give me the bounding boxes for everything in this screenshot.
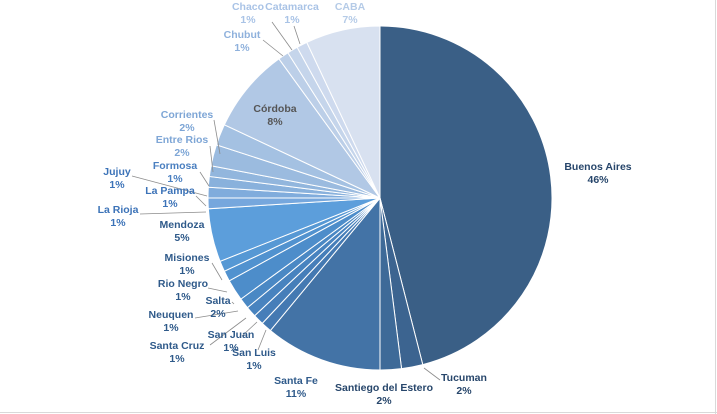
leader-line-tucuman bbox=[423, 367, 441, 381]
category-label: CABA bbox=[335, 1, 366, 13]
category-label: La Rioja bbox=[98, 204, 139, 216]
category-label: San Luis bbox=[232, 347, 276, 359]
percent-label: 1% bbox=[163, 322, 179, 334]
data-label-santa-cruz: Santa Cruz 1% bbox=[150, 340, 205, 365]
percent-label: 1% bbox=[162, 198, 178, 210]
slice-buenos-aires bbox=[379, 25, 553, 366]
data-label-la-pampa: La Pampa 1% bbox=[145, 185, 195, 210]
category-label: Córdoba bbox=[253, 103, 296, 115]
leader-line-jujuy bbox=[131, 175, 208, 197]
category-label: Santa Fe bbox=[274, 375, 318, 387]
leader-line-catamarca bbox=[293, 25, 301, 45]
leader-line-corrientes bbox=[213, 119, 221, 155]
category-label: Neuquen bbox=[149, 309, 194, 321]
category-label: Buenos Aires bbox=[564, 161, 631, 173]
data-labels: Buenos Aires 46%Tucuman 2%Santiego del Est… bbox=[98, 1, 632, 407]
data-label-santa-fe: Santa Fe 11% bbox=[274, 375, 318, 400]
leader-line-misiones bbox=[211, 262, 223, 281]
leader-line-san-luis bbox=[257, 329, 267, 351]
data-label-buenos-aires: Buenos Aires 46% bbox=[564, 161, 631, 186]
leader-line-salta bbox=[231, 301, 235, 305]
slice-caba bbox=[306, 25, 381, 199]
leader-line-formosa bbox=[199, 171, 210, 187]
data-label-santiego-del-estero: Santiego del Estero 2% bbox=[335, 382, 433, 407]
data-label-catamarca: Catamarca 1% bbox=[265, 1, 319, 26]
category-label: Jujuy bbox=[103, 166, 131, 178]
percent-label: 5% bbox=[174, 232, 190, 244]
data-label-la-rioja: La Rioja 1% bbox=[98, 204, 139, 229]
data-label-salta: Salta 2% bbox=[205, 295, 230, 320]
data-label-tucuman: Tucuman 2% bbox=[441, 372, 487, 397]
data-label-entre-rios: Entre Rios 2% bbox=[156, 134, 209, 159]
leader-lines bbox=[131, 21, 441, 381]
data-label-jujuy: Jujuy 1% bbox=[103, 166, 131, 191]
category-label: Mendoza bbox=[160, 219, 205, 231]
leader-line-santa-cruz bbox=[209, 317, 247, 346]
category-label: Chubut bbox=[224, 29, 261, 41]
percent-label: 1% bbox=[110, 217, 126, 229]
percent-label: 1% bbox=[179, 265, 195, 277]
percent-label: 1% bbox=[169, 353, 185, 365]
category-label: Corrientes bbox=[161, 109, 214, 121]
percent-label: 7% bbox=[342, 14, 358, 26]
percent-label: 1% bbox=[109, 179, 125, 191]
category-label: Santiego del Estero bbox=[335, 382, 433, 394]
data-label-san-luis: San Luis 1% bbox=[232, 347, 276, 372]
leader-line-la-rioja bbox=[139, 211, 207, 215]
leader-line-rio-negro bbox=[207, 287, 228, 293]
category-label: Salta bbox=[205, 295, 230, 307]
leader-line-la-pampa bbox=[195, 195, 207, 207]
category-label: Chaco bbox=[232, 1, 264, 13]
percent-label: 2% bbox=[210, 308, 226, 320]
leader-line-chubut bbox=[262, 39, 284, 57]
percent-label: 1% bbox=[167, 173, 183, 185]
percent-label: 11% bbox=[286, 388, 307, 400]
percent-label: 1% bbox=[175, 291, 191, 303]
percent-label: 1% bbox=[234, 42, 250, 54]
category-label: Rio Negro bbox=[158, 278, 208, 290]
data-label-formosa: Formosa 1% bbox=[153, 160, 198, 185]
pie-slices bbox=[207, 25, 553, 371]
percent-label: 1% bbox=[223, 342, 239, 354]
percent-label: 2% bbox=[376, 395, 392, 407]
data-label-misiones: Misiones 1% bbox=[165, 252, 210, 277]
category-label: Catamarca bbox=[265, 1, 319, 13]
percent-label: 8% bbox=[267, 116, 283, 128]
percent-label: 46% bbox=[587, 174, 609, 186]
category-label: La Pampa bbox=[145, 185, 195, 197]
percent-label: 2% bbox=[174, 147, 190, 159]
category-label: Misiones bbox=[165, 252, 210, 264]
data-label-corrientes: Corrientes 2% bbox=[161, 109, 214, 134]
data-label-chaco: Chaco 1% bbox=[232, 1, 264, 26]
data-label-neuquen: Neuquen 1% bbox=[149, 309, 194, 334]
data-label-mendoza: Mendoza 5% bbox=[160, 219, 205, 244]
slice-santa-fe bbox=[269, 196, 381, 371]
leader-line-san-juan bbox=[241, 321, 258, 337]
data-label-rio-negro: Rio Negro 1% bbox=[158, 278, 208, 303]
leader-line-entre-rios bbox=[209, 145, 214, 173]
data-label-san-juan: San Juan 1% bbox=[208, 329, 255, 354]
data-label-chubut: Chubut 1% bbox=[224, 29, 261, 54]
percent-label: 1% bbox=[284, 14, 300, 26]
category-label: San Juan bbox=[208, 329, 255, 341]
category-label: Entre Rios bbox=[156, 134, 209, 146]
category-label: Tucuman bbox=[441, 372, 487, 384]
leader-line-chaco bbox=[271, 21, 293, 51]
percent-label: 2% bbox=[456, 385, 472, 397]
percent-label: 2% bbox=[179, 122, 195, 134]
data-label-caba: CABA 7% bbox=[335, 1, 366, 26]
data-label-cordoba: Córdoba 8% bbox=[253, 103, 296, 128]
percent-label: 1% bbox=[246, 360, 262, 372]
percent-label: 1% bbox=[240, 14, 256, 26]
category-label: Santa Cruz bbox=[150, 340, 205, 352]
category-label: Formosa bbox=[153, 160, 198, 172]
leader-line-neuquen bbox=[194, 310, 239, 319]
